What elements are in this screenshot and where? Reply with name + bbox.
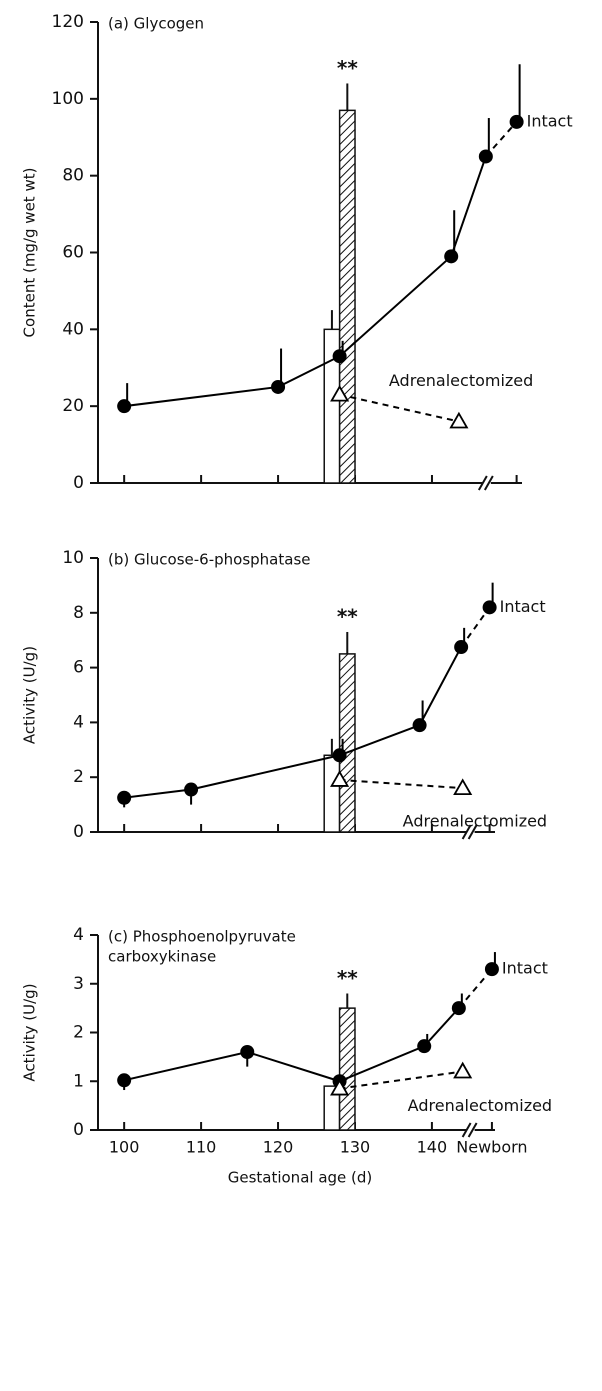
y-tick-label: 1: [73, 1071, 84, 1091]
y-tick-label: 8: [73, 603, 84, 623]
data-point: [117, 399, 132, 414]
data-point: [240, 1045, 255, 1059]
data-point: [117, 1073, 132, 1088]
y-tick-label: 0: [73, 822, 84, 842]
data-point: [332, 349, 347, 364]
x-tick-label: 140: [417, 1138, 448, 1157]
axis-break: [467, 1122, 478, 1138]
x-tick-label: Newborn: [456, 1138, 527, 1157]
hatched-bar: [338, 1007, 356, 1131]
series-label: Adrenalectomized: [403, 812, 547, 831]
y-tick-label: 40: [62, 319, 84, 339]
x-tick-label: 110: [186, 1138, 217, 1157]
panel-title: (a) Glycogen: [108, 15, 204, 33]
series-label: Adrenalectomized: [389, 371, 533, 390]
y-tick-label: 0: [73, 473, 84, 493]
data-point: [412, 718, 427, 733]
data-point: [117, 790, 132, 805]
y-tick-label: 60: [62, 243, 84, 263]
x-axis-label: Gestational age (d): [228, 1169, 373, 1187]
series-line: [339, 393, 460, 423]
y-axis-label: Content (mg/g wet wt): [21, 168, 39, 338]
series-line: [460, 606, 491, 648]
y-tick-label: 80: [62, 166, 84, 186]
data-point: [451, 1001, 466, 1016]
x-tick-label: 130: [340, 1138, 371, 1157]
data-point: [482, 600, 497, 615]
series-label: Adrenalectomized: [408, 1096, 552, 1115]
y-tick-label: 100: [52, 89, 84, 109]
panel-title: (c) Phosphoenolpyruvate: [108, 928, 296, 946]
data-point: [417, 1039, 432, 1054]
series-line: [124, 646, 463, 799]
data-point: [453, 1061, 473, 1079]
series-line: [124, 156, 487, 408]
hatched-bar: [338, 109, 356, 484]
axis-break: [461, 824, 472, 840]
x-tick-label: 120: [263, 1138, 294, 1157]
y-tick-label: 2: [73, 767, 84, 787]
series-line: [458, 968, 493, 1009]
panel-title: carboxykinase: [108, 948, 216, 966]
data-point: [330, 770, 350, 787]
series-label: Intact: [500, 597, 546, 616]
data-point: [330, 384, 350, 402]
y-tick-label: 4: [73, 712, 84, 732]
series-line: [123, 1007, 460, 1083]
data-point: [478, 149, 493, 164]
y-tick-label: 2: [73, 1023, 84, 1043]
series-label: Intact: [502, 959, 548, 978]
axis-break: [461, 1122, 472, 1138]
y-axis-label: Activity (U/g): [21, 983, 39, 1081]
panel-title: (b) Glucose-6-phosphatase: [108, 551, 311, 569]
significance: **: [337, 604, 358, 628]
series-line: [339, 1070, 463, 1090]
significance: **: [337, 966, 358, 990]
y-axis-label: Activity (U/g): [21, 646, 39, 744]
data-point: [454, 640, 469, 655]
series-label: Intact: [527, 111, 573, 130]
data-point: [332, 748, 347, 763]
axis-break: [467, 824, 478, 840]
data-point: [484, 962, 499, 977]
data-point: [509, 114, 524, 129]
data-point: [449, 411, 469, 429]
y-tick-label: 20: [62, 396, 84, 416]
data-point: [184, 782, 199, 797]
data-point: [444, 249, 459, 264]
y-tick-label: 6: [73, 658, 84, 678]
y-tick-label: 4: [73, 925, 84, 945]
data-point: [330, 1078, 350, 1096]
series-line: [339, 778, 463, 790]
series-line: [485, 121, 518, 158]
x-tick-label: 100: [109, 1138, 140, 1157]
data-point: [453, 778, 473, 796]
y-tick-label: 0: [73, 1120, 84, 1140]
open-bar: [323, 754, 341, 833]
y-tick-label: 120: [52, 12, 84, 32]
axis-break: [477, 475, 488, 491]
axis-break: [483, 475, 494, 491]
data-point: [271, 379, 286, 394]
significance: **: [337, 56, 358, 80]
y-tick-label: 10: [62, 548, 84, 568]
y-tick-label: 3: [73, 974, 84, 994]
